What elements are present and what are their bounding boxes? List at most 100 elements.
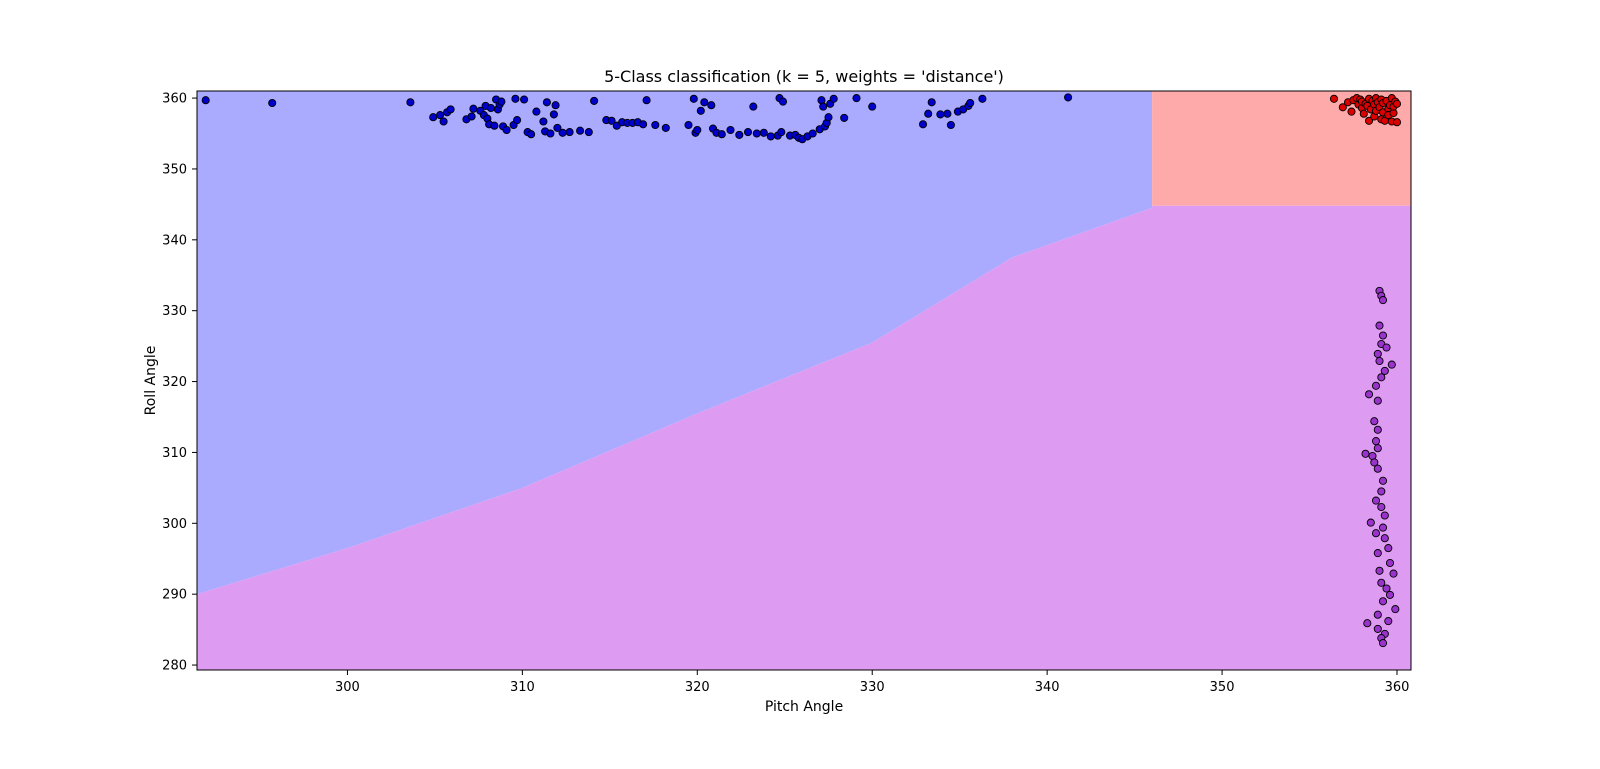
data-point <box>1375 566 1384 575</box>
data-point <box>1384 617 1393 626</box>
data-point <box>429 113 438 122</box>
data-point <box>539 117 548 126</box>
red-class-region <box>1152 91 1411 206</box>
data-point <box>1370 417 1379 426</box>
data-point <box>1370 458 1379 467</box>
y-tick-label: 360 <box>162 92 187 107</box>
data-point <box>978 94 987 103</box>
data-point <box>1373 464 1382 473</box>
data-point <box>1329 94 1339 103</box>
data-point <box>689 94 698 103</box>
data-point <box>777 128 786 137</box>
data-point <box>565 128 574 137</box>
data-point <box>1378 597 1388 606</box>
data-point <box>1389 569 1398 578</box>
data-point <box>1371 437 1381 446</box>
data-point <box>436 111 445 120</box>
data-point <box>1361 449 1370 458</box>
y-tick-label: 330 <box>162 304 187 319</box>
data-point <box>651 120 660 130</box>
data-point <box>1382 343 1391 352</box>
data-point <box>661 123 670 132</box>
data-point <box>852 94 861 103</box>
data-point <box>1375 356 1384 366</box>
data-point <box>707 101 716 110</box>
chart-title: 5-Class classification (k = 5, weights =… <box>604 67 1004 86</box>
data-point <box>1387 360 1396 369</box>
data-point <box>927 98 936 107</box>
y-axis: 280 290 300 310 320 330 340 350 360 <box>162 92 197 674</box>
data-point <box>743 128 753 137</box>
data-point <box>1359 109 1368 118</box>
data-point <box>532 107 541 116</box>
data-point <box>406 98 415 107</box>
x-tick-label: 310 <box>510 680 535 695</box>
data-point <box>749 102 758 111</box>
x-axis-label: Pitch Angle <box>765 699 843 715</box>
data-point <box>766 132 775 141</box>
data-point <box>576 126 585 135</box>
data-point <box>1378 639 1388 648</box>
data-point <box>542 98 551 107</box>
data-point <box>819 102 828 111</box>
data-point <box>1373 425 1382 434</box>
data-point <box>553 123 562 132</box>
y-axis-label: Roll Angle <box>143 346 159 416</box>
data-point <box>1373 549 1382 558</box>
data-point <box>943 109 952 118</box>
data-point <box>558 128 567 137</box>
data-point <box>497 97 506 106</box>
data-point <box>546 129 555 138</box>
data-point <box>735 130 744 139</box>
data-point <box>1338 103 1347 112</box>
data-point <box>778 97 788 106</box>
data-point <box>1373 349 1382 358</box>
purple-class-region <box>197 205 1411 671</box>
data-point <box>439 117 448 126</box>
data-point <box>490 121 499 130</box>
y-tick-label: 310 <box>162 446 187 461</box>
data-point <box>268 98 277 108</box>
data-point <box>824 113 833 122</box>
data-point <box>1373 624 1382 633</box>
data-point <box>868 102 877 111</box>
data-point <box>584 128 593 137</box>
data-point <box>924 109 933 118</box>
y-tick-label: 350 <box>162 162 187 177</box>
data-point <box>936 110 945 119</box>
data-point <box>201 96 210 105</box>
data-point <box>1371 529 1381 538</box>
data-point <box>1392 99 1402 108</box>
data-point <box>1363 619 1372 628</box>
data-point <box>511 94 520 103</box>
scatter-points <box>201 93 1402 648</box>
data-point <box>1364 116 1374 125</box>
data-point <box>1364 390 1374 399</box>
y-tick-label: 300 <box>162 517 187 532</box>
data-point <box>1378 331 1388 340</box>
data-point <box>1371 496 1381 505</box>
data-point <box>520 95 529 104</box>
data-point <box>1377 578 1386 587</box>
data-point <box>1385 558 1395 568</box>
data-point <box>1392 118 1402 127</box>
x-tick-label: 320 <box>685 680 710 695</box>
data-point <box>1373 610 1382 619</box>
data-point <box>1378 523 1388 532</box>
x-tick-label: 350 <box>1210 680 1235 695</box>
data-point <box>1377 502 1386 512</box>
decision-regions <box>197 91 1411 671</box>
plot-frame <box>196 90 1412 671</box>
data-point <box>1378 296 1388 305</box>
data-point <box>1373 444 1382 453</box>
data-point <box>1380 511 1389 520</box>
series-0 <box>201 93 1073 144</box>
data-point <box>513 116 522 125</box>
data-point <box>829 94 838 103</box>
data-point <box>527 130 536 139</box>
data-point <box>607 116 616 125</box>
data-point <box>1384 544 1393 553</box>
data-point <box>642 96 651 105</box>
data-point <box>1366 518 1375 527</box>
